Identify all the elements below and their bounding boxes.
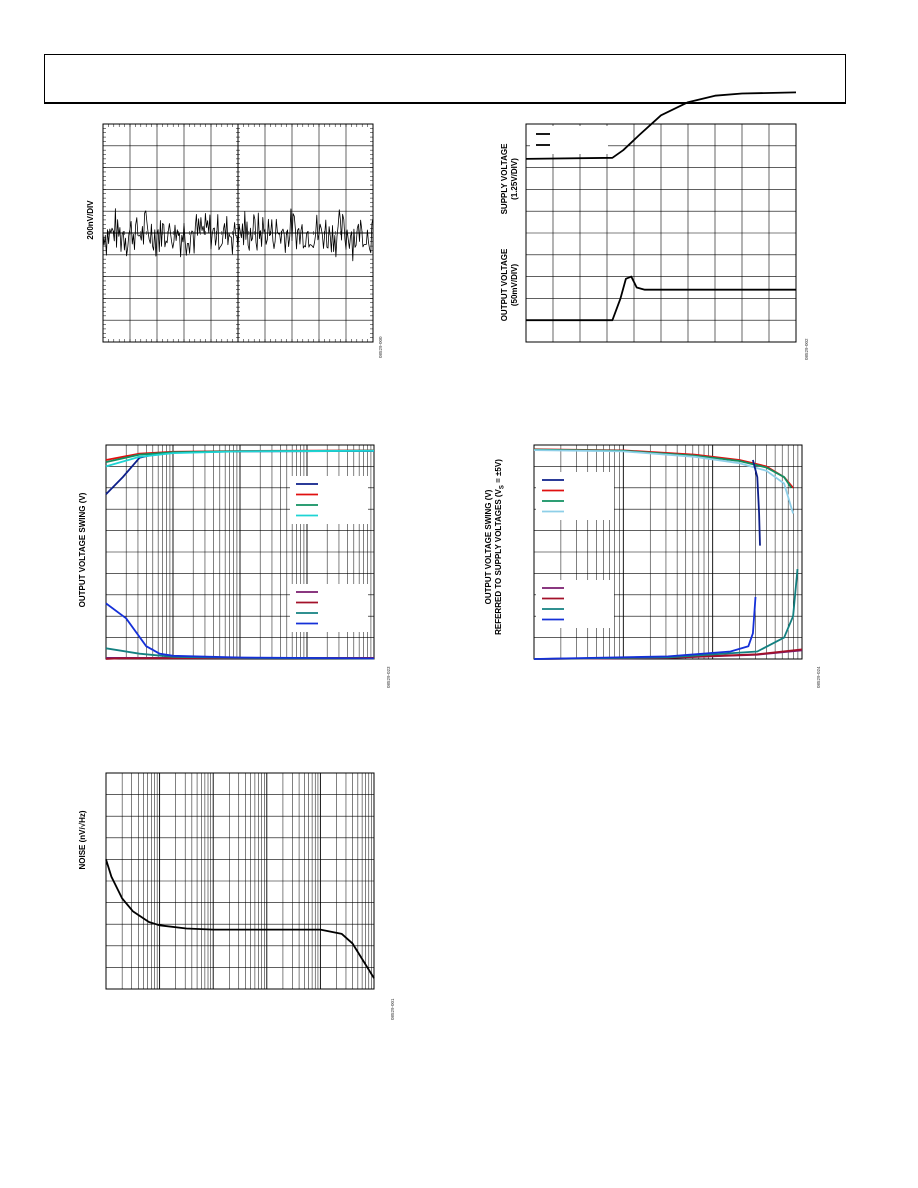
chart-swing-vs-current — [533, 444, 803, 660]
figure-id: 08529-001 — [390, 998, 395, 1020]
figure-id: 08529-000 — [378, 336, 383, 358]
figure-supply-step: SUPPLY VOLTAGE (1.25V/DIV) OUTPUT VOLTAG… — [490, 91, 850, 370]
series-line — [525, 91, 797, 160]
series-line — [752, 459, 761, 546]
figure-noise-density: NOISE (nV/√Hz) 08529-001 — [60, 760, 420, 1030]
figure-id: 08529-023 — [386, 666, 391, 688]
figure-id: 08529-024 — [816, 666, 821, 688]
figure-noise-time: 200nV/DIV 08529-000 — [60, 110, 420, 370]
series-line — [105, 859, 375, 979]
chart-noise-density — [105, 772, 375, 990]
series-line — [102, 208, 374, 262]
chart-swing-vs-load — [105, 444, 375, 660]
series-line — [533, 596, 757, 660]
figure-swing-vs-load: OUTPUT VOLTAGE SWING (V) 08529-023 — [60, 430, 420, 700]
figure-id: 08529-002 — [804, 338, 809, 360]
series-line — [105, 602, 375, 660]
figure-swing-vs-current: OUTPUT VOLTAGE SWING (V) REFERRED TO SUP… — [484, 430, 850, 700]
series-line — [105, 449, 375, 468]
legend-background — [530, 126, 608, 154]
series-line — [533, 449, 794, 514]
chart-noise-time — [102, 123, 374, 343]
chart-supply-step — [525, 91, 797, 343]
series-line — [526, 275, 796, 322]
page-header-box — [44, 54, 846, 104]
